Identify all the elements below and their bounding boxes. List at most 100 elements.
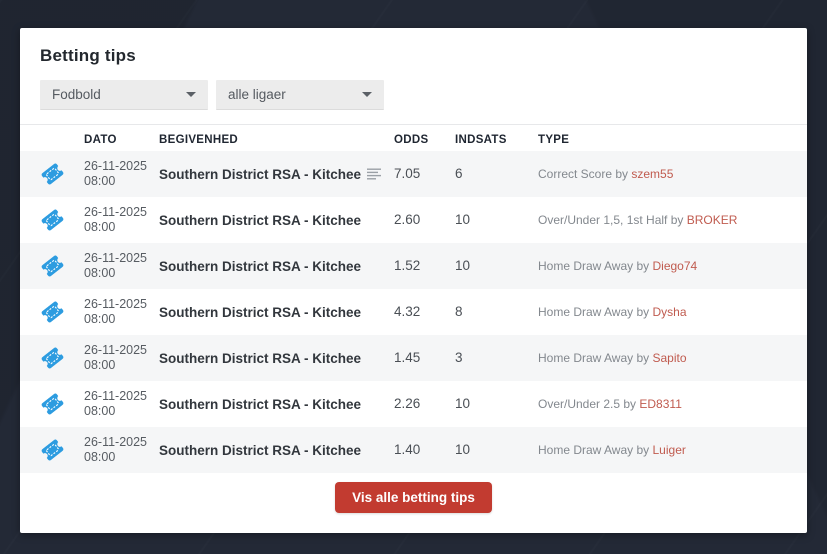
table-row[interactable]: 26-11-2025 08:00 Southern District RSA -… (20, 243, 807, 289)
row-type-text: Home Draw Away by Luiger (538, 443, 686, 457)
row-stake-cell: 10 (455, 257, 538, 275)
view-all-betting-tips-button[interactable]: Vis alle betting tips (335, 482, 492, 513)
ticket-icon[interactable] (40, 301, 64, 324)
chevron-down-icon (186, 92, 196, 97)
row-stake-cell: 10 (455, 211, 538, 229)
row-event-cell: Southern District RSA - Kitchee (159, 213, 394, 228)
card-footer: Vis alle betting tips (20, 482, 807, 513)
column-header-odds: ODDS (394, 134, 429, 146)
row-type-cell: Home Draw Away by Diego74 (538, 257, 807, 275)
row-date-cell: 26-11-2025 08:00 (84, 389, 159, 419)
table-row[interactable]: 26-11-2025 08:00 Southern District RSA -… (20, 197, 807, 243)
row-time: 08:00 (84, 266, 116, 280)
row-stake-cell: 10 (455, 395, 538, 413)
row-event-name: Southern District RSA - Kitchee (159, 212, 362, 228)
row-date-cell: 26-11-2025 08:00 (84, 159, 159, 189)
row-stake: 6 (455, 166, 463, 181)
row-type-cell: Over/Under 1,5, 1st Half by BROKER (538, 211, 807, 229)
row-type-text: Home Draw Away by Dysha (538, 305, 687, 319)
tipster-link[interactable]: Luiger (652, 443, 686, 457)
row-odds: 4.32 (394, 304, 421, 319)
league-select[interactable]: alle ligaer (216, 80, 384, 110)
row-type-cell: Home Draw Away by Sapito (538, 349, 807, 367)
table-header: DATO BEGIVENHED ODDS INDSATS TYPE (20, 125, 807, 151)
row-odds: 1.40 (394, 442, 421, 457)
betting-tips-card: Betting tips Fodbold alle ligaer DATO BE… (20, 28, 807, 533)
row-icon-cell (20, 347, 84, 369)
row-event-name: Southern District RSA - Kitchee (159, 350, 362, 366)
row-stake-cell: 10 (455, 441, 538, 459)
table-row[interactable]: 26-11-2025 08:00 Southern District RSA -… (20, 381, 807, 427)
row-type-text: Over/Under 1,5, 1st Half by BROKER (538, 213, 738, 227)
row-event-name: Southern District RSA - Kitchee (159, 396, 362, 412)
row-event-name: Southern District RSA - Kitchee (159, 304, 362, 320)
row-type-cell: Correct Score by szem55 (538, 165, 807, 183)
row-event-name: Southern District RSA - Kitchee (159, 166, 362, 182)
column-header-dato: DATO (84, 134, 117, 146)
row-date-cell: 26-11-2025 08:00 (84, 251, 159, 281)
row-stake: 8 (455, 304, 463, 319)
row-stake-cell: 6 (455, 165, 538, 183)
table-row[interactable]: 26-11-2025 08:00 Southern District RSA -… (20, 289, 807, 335)
sport-select[interactable]: Fodbold (40, 80, 208, 110)
row-stake-cell: 8 (455, 303, 538, 321)
tipster-link[interactable]: BROKER (686, 213, 738, 227)
ticket-icon[interactable] (40, 163, 64, 186)
row-date: 26-11-2025 (84, 205, 148, 219)
row-date: 26-11-2025 (84, 343, 148, 357)
column-header-begivenhed: BEGIVENHED (159, 134, 239, 146)
table-rows: 26-11-2025 08:00 Southern District RSA -… (20, 151, 807, 473)
table-row[interactable]: 26-11-2025 08:00 Southern District RSA -… (20, 427, 807, 473)
row-date-cell: 26-11-2025 08:00 (84, 205, 159, 235)
row-event-name: Southern District RSA - Kitchee (159, 258, 362, 274)
row-stake: 10 (455, 258, 471, 273)
row-stake-cell: 3 (455, 349, 538, 367)
row-odds-cell: 1.52 (394, 257, 455, 275)
ticket-icon[interactable] (40, 255, 64, 278)
row-stake: 10 (455, 212, 471, 227)
row-time: 08:00 (84, 404, 116, 418)
league-select-value: alle ligaer (228, 87, 286, 102)
row-date-cell: 26-11-2025 08:00 (84, 343, 159, 373)
page-title: Betting tips (40, 46, 136, 65)
tips-table: DATO BEGIVENHED ODDS INDSATS TYPE 26-11-… (20, 124, 807, 473)
tipster-link[interactable]: Diego74 (652, 259, 698, 273)
column-header-indsats: INDSATS (455, 134, 507, 146)
list-lines-icon[interactable] (367, 168, 382, 180)
ticket-icon[interactable] (40, 347, 64, 370)
row-odds-cell: 1.40 (394, 441, 455, 459)
tipster-link[interactable]: szem55 (631, 167, 674, 181)
tipster-link[interactable]: Sapito (652, 351, 687, 365)
tipster-link[interactable]: ED8311 (639, 397, 682, 411)
row-time: 08:00 (84, 358, 116, 372)
ticket-icon[interactable] (40, 209, 64, 232)
row-type-text: Correct Score by szem55 (538, 167, 674, 181)
chevron-down-icon (362, 92, 372, 97)
row-date: 26-11-2025 (84, 435, 148, 449)
row-icon-cell (20, 255, 84, 277)
ticket-icon[interactable] (40, 393, 64, 416)
row-type-text: Home Draw Away by Diego74 (538, 259, 698, 273)
row-event-cell: Southern District RSA - Kitchee (159, 351, 394, 366)
row-odds-cell: 2.26 (394, 395, 455, 413)
row-type-cell: Over/Under 2.5 by ED8311 (538, 395, 807, 413)
filter-bar: Fodbold alle ligaer (20, 78, 807, 124)
row-date: 26-11-2025 (84, 389, 148, 403)
row-icon-cell (20, 163, 84, 185)
row-stake: 3 (455, 350, 463, 365)
tipster-link[interactable]: Dysha (652, 305, 687, 319)
table-row[interactable]: 26-11-2025 08:00 Southern District RSA -… (20, 151, 807, 197)
row-time: 08:00 (84, 174, 116, 188)
row-date: 26-11-2025 (84, 297, 148, 311)
row-event-cell: Southern District RSA - Kitchee (159, 397, 394, 412)
row-event-cell: Southern District RSA - Kitchee (159, 259, 394, 274)
row-type-cell: Home Draw Away by Luiger (538, 441, 807, 459)
ticket-icon[interactable] (40, 439, 64, 462)
row-odds-cell: 2.60 (394, 211, 455, 229)
row-event-cell: Southern District RSA - Kitchee (159, 305, 394, 320)
row-stake: 10 (455, 442, 471, 457)
row-odds: 1.52 (394, 258, 421, 273)
row-date: 26-11-2025 (84, 251, 148, 265)
table-row[interactable]: 26-11-2025 08:00 Southern District RSA -… (20, 335, 807, 381)
row-time: 08:00 (84, 220, 116, 234)
